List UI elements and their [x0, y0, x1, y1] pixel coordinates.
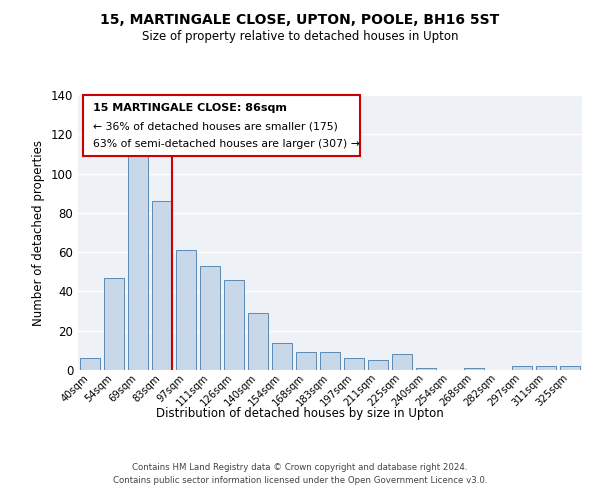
Text: Distribution of detached houses by size in Upton: Distribution of detached houses by size …	[156, 408, 444, 420]
Bar	[272, 342, 292, 370]
Text: Contains HM Land Registry data © Crown copyright and database right 2024.: Contains HM Land Registry data © Crown c…	[132, 462, 468, 471]
Bar	[152, 201, 172, 370]
Bar	[392, 354, 412, 370]
Bar	[416, 368, 436, 370]
FancyBboxPatch shape	[83, 95, 360, 156]
Bar	[560, 366, 580, 370]
Bar	[344, 358, 364, 370]
Text: ← 36% of detached houses are smaller (175): ← 36% of detached houses are smaller (17…	[93, 121, 338, 131]
Text: 15, MARTINGALE CLOSE, UPTON, POOLE, BH16 5ST: 15, MARTINGALE CLOSE, UPTON, POOLE, BH16…	[100, 12, 500, 26]
Text: 63% of semi-detached houses are larger (307) →: 63% of semi-detached houses are larger (…	[93, 139, 360, 149]
Bar	[176, 250, 196, 370]
Bar	[128, 154, 148, 370]
Bar	[512, 366, 532, 370]
Bar	[224, 280, 244, 370]
Bar	[104, 278, 124, 370]
Bar	[536, 366, 556, 370]
Bar	[248, 313, 268, 370]
Bar	[320, 352, 340, 370]
Text: 15 MARTINGALE CLOSE: 86sqm: 15 MARTINGALE CLOSE: 86sqm	[93, 104, 287, 114]
Bar	[464, 368, 484, 370]
Bar	[80, 358, 100, 370]
Text: Size of property relative to detached houses in Upton: Size of property relative to detached ho…	[142, 30, 458, 43]
Y-axis label: Number of detached properties: Number of detached properties	[32, 140, 45, 326]
Bar	[368, 360, 388, 370]
Text: Contains public sector information licensed under the Open Government Licence v3: Contains public sector information licen…	[113, 476, 487, 485]
Bar	[296, 352, 316, 370]
Bar	[200, 266, 220, 370]
